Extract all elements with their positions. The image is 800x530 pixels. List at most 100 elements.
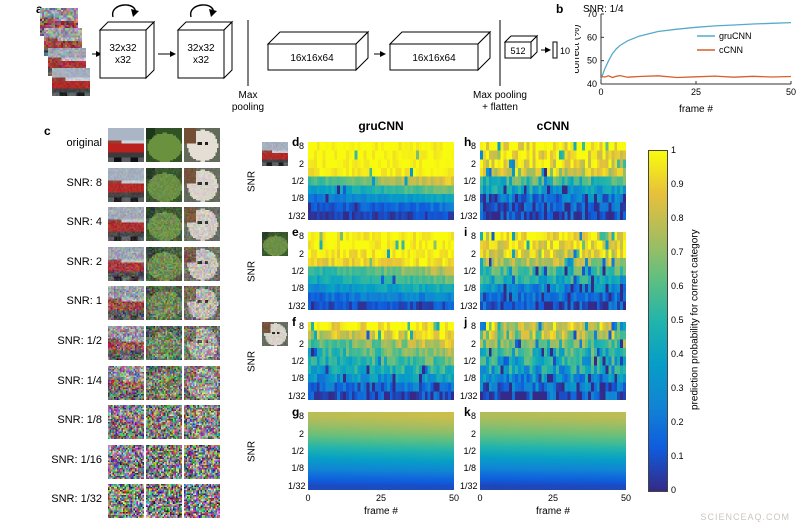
noise-thumbnail-frog <box>146 128 182 162</box>
snr-axis-label: SNR <box>246 350 258 372</box>
frame-tick-label: 0 <box>305 493 311 503</box>
heatmap-k <box>480 412 626 490</box>
noise-row-label: SNR: 1/32 <box>51 493 102 506</box>
snr-tick-label: 1/2 <box>463 446 476 456</box>
snr-tick-label: 1/2 <box>463 356 476 366</box>
column-header-grucnn: gruCNN <box>358 119 404 133</box>
pool2-label2: + flatten <box>482 102 518 113</box>
frame-axis-label: frame # <box>364 506 398 517</box>
pool1-label: Max <box>239 90 258 101</box>
colorbar-tick-label: 0.4 <box>671 349 684 359</box>
snr-tick-label: 8 <box>298 321 304 332</box>
conv3-box: 16x16x64 <box>266 30 370 72</box>
snr-tick-label: 8 <box>470 141 476 152</box>
noise-row: SNR: 1/4 <box>40 364 236 404</box>
heatmap-d <box>308 142 454 220</box>
chart-title: SNR: 1/4 <box>583 4 624 15</box>
noise-thumbnail-truck <box>108 128 144 162</box>
output-label: 10 <box>560 46 570 56</box>
noise-row: SNR: 1 <box>40 284 236 324</box>
cCNN-series-line <box>600 74 792 79</box>
snr-tick-label: 1/8 <box>291 193 304 204</box>
noise-thumbnail-dog <box>184 286 220 321</box>
conv3-label: 16x16x64 <box>290 53 334 64</box>
noise-thumbnail-dog <box>184 405 220 440</box>
legend: gruCNN cCNN <box>697 31 752 55</box>
noise-thumbnail-frog <box>146 167 182 202</box>
snr-tick-label: 1/32 <box>460 390 478 401</box>
legend-cCNN-label: cCNN <box>719 45 743 55</box>
snr-tick-label: 1/32 <box>460 300 478 311</box>
accuracy-chart: SNR: 1/4 correct (%) frame # 40 50 60 70 0 25… <box>575 4 796 115</box>
category-thumbnail-truck <box>262 142 288 166</box>
noise-image-grid: original SNR: 8 SNR: 4 SNR: 2 SNR: 1 SNR: 1/2… <box>40 126 236 526</box>
snr-tick-label: 1/32 <box>288 480 306 491</box>
snr-tick-label: 1/8 <box>291 283 304 294</box>
noise-thumbnail-truck <box>108 444 144 479</box>
colorbar-tick-label: 0.1 <box>671 451 684 461</box>
noise-row: original <box>40 126 236 166</box>
recurrent-loop-icon <box>112 4 139 18</box>
snr-tick-label: 1/2 <box>291 356 304 366</box>
max-pooling-divider: Max pooling <box>232 20 264 113</box>
noise-row-label: SNR: 1/4 <box>57 374 102 387</box>
snr-tick-label: 1/8 <box>463 283 476 294</box>
noise-thumbnail-frog <box>146 326 182 360</box>
noise-thumbnail-truck <box>108 365 144 400</box>
noise-row-label: SNR: 8 <box>66 176 102 189</box>
snr-tick-label: 8 <box>470 411 476 422</box>
noise-row-label: SNR: 1/16 <box>51 453 102 466</box>
conv4-box: 16x16x64 <box>388 30 492 72</box>
snr-tick-label: 2 <box>298 428 304 439</box>
colorbar-label: prediction probability for correct categ… <box>689 229 701 411</box>
conv2-label2: x32 <box>193 55 210 66</box>
panel-label-d: d <box>292 135 300 149</box>
gruCNN-series-line <box>600 21 792 80</box>
snr-tick-label: 2 <box>298 338 304 349</box>
noise-row: SNR: 8 <box>40 166 236 206</box>
noise-thumbnail-frog <box>146 246 182 281</box>
noise-thumbnail-frog <box>146 484 182 519</box>
noise-row-label: SNR: 1/8 <box>57 414 102 427</box>
category-thumbnail-frog <box>262 232 288 256</box>
panel-label-e: e <box>292 225 299 239</box>
colorbar-tick-label: 0.2 <box>671 417 684 427</box>
colorbar-tick-label: 0 <box>671 485 677 495</box>
noise-row-label: SNR: 2 <box>66 255 102 268</box>
snr-tick-label: 1/8 <box>463 373 476 384</box>
colorbar-tick-label: 0.3 <box>671 383 684 393</box>
frame-axis-label: frame # <box>536 506 570 517</box>
x-axis-label: frame # <box>679 104 713 115</box>
snr-axis-label: SNR <box>246 440 258 462</box>
snr-tick-label: 1/2 <box>463 176 476 186</box>
snr-tick-label: 1/8 <box>463 463 476 474</box>
snr-tick-label: 1/32 <box>460 480 478 491</box>
panel-label-k: k <box>464 405 471 419</box>
noise-thumbnail-dog <box>184 207 220 242</box>
noise-thumbnail-truck <box>108 286 144 321</box>
column-header-ccnn: cCNN <box>536 119 570 133</box>
noise-row: SNR: 1/2 <box>40 324 236 364</box>
panel-label-c: c <box>44 124 51 138</box>
noise-row-label: SNR: 1/2 <box>57 335 102 347</box>
noise-thumbnail-truck <box>108 167 144 202</box>
snr-tick-label: 2 <box>298 158 304 169</box>
noise-row: SNR: 1/32 <box>40 482 236 522</box>
y-tick-label: 60 <box>587 32 597 42</box>
snr-tick-label: 1/2 <box>463 266 476 276</box>
snr-tick-label: 8 <box>470 231 476 242</box>
heatmap-h <box>480 142 626 220</box>
colorbar-tick-label: 0.8 <box>671 213 684 223</box>
noise-thumbnail-dog <box>184 365 220 400</box>
noise-thumbnail-truck <box>108 405 144 440</box>
snr-tick-label: 8 <box>470 321 476 332</box>
input-image-stack <box>40 8 136 108</box>
plot-area: 40 50 60 70 0 25 50 <box>587 9 796 97</box>
x-tick-label: 25 <box>691 87 701 97</box>
colorbar-tick-label: 0.5 <box>671 315 684 325</box>
noise-row: SNR: 4 <box>40 205 236 245</box>
snr-tick-label: 1/2 <box>291 176 304 186</box>
output-vector: 10 <box>552 41 570 59</box>
noise-thumbnail-frog <box>146 207 182 242</box>
snr-tick-label: 2 <box>470 158 476 169</box>
